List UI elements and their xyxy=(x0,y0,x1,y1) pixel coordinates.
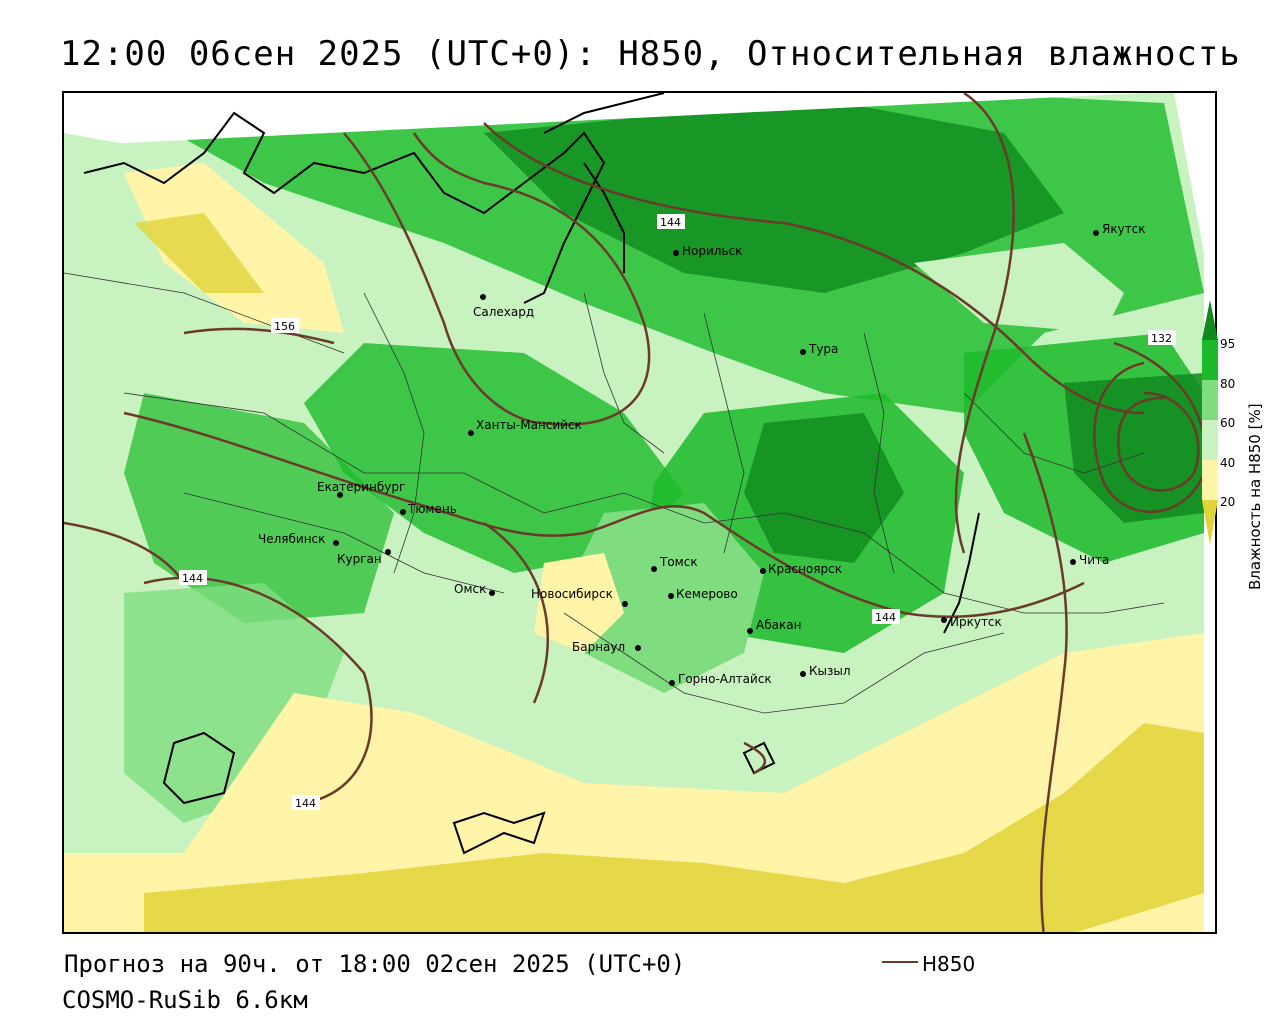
city-label: Барнаул xyxy=(572,640,625,654)
city-novosibirsk: Новосибирск xyxy=(531,587,628,607)
city-label: Кемерово xyxy=(676,587,738,601)
city-abakan: Абакан xyxy=(747,618,801,634)
city-gorno-altaysk: Горно-Алтайск xyxy=(669,672,772,686)
city-chita: Чита xyxy=(1070,553,1109,567)
city-khanty-mansiysk: Ханты-Мансийск xyxy=(468,418,582,436)
city-barnaul: Барнаул xyxy=(572,640,641,654)
city-label: Красноярск xyxy=(768,562,842,576)
contour-label-144-east: 144 xyxy=(872,609,900,624)
city-label: Кызыл xyxy=(809,664,851,678)
contour-label-text: 132 xyxy=(1151,332,1172,345)
city-tomsk: Томск xyxy=(651,555,698,572)
city-chelyabinsk: Челябинск xyxy=(258,532,339,546)
admin-borders xyxy=(64,272,1165,714)
city-label: Норильск xyxy=(682,244,742,258)
map-panel: 144 156 132 144 144 144 xyxy=(62,91,1217,934)
city-irkutsk: Иркутск xyxy=(941,615,1002,629)
contour-label-text: 144 xyxy=(875,611,896,624)
contour-label-text: 144 xyxy=(660,216,681,229)
contour-label-text: 156 xyxy=(274,320,295,333)
humidity-field xyxy=(64,93,1215,932)
contour-label-132: 132 xyxy=(1148,330,1176,345)
city-krasnoyarsk: Красноярск xyxy=(760,562,842,576)
model-name: COSMO-RuSib 6.6км xyxy=(62,986,308,1014)
city-kyzyl: Кызыл xyxy=(800,664,851,678)
contour-legend-line xyxy=(882,961,918,963)
contour-label-text: 144 xyxy=(182,572,203,585)
map-canvas: 144 156 132 144 144 144 xyxy=(64,93,1215,932)
city-label: Тура xyxy=(808,342,838,356)
contour-label-156: 156 xyxy=(271,318,299,333)
city-label: Челябинск xyxy=(258,532,325,546)
city-label: Горно-Алтайск xyxy=(678,672,772,686)
colorbar-tick: 60 xyxy=(1220,416,1236,430)
forecast-info: Прогноз на 90ч. от 18:00 02сен 2025 (UTC… xyxy=(64,950,686,978)
city-salekhard: Салехард xyxy=(473,294,534,319)
city-yakutsk: Якутск xyxy=(1093,222,1146,236)
city-label: Чита xyxy=(1079,553,1109,567)
city-norilsk: Норильск xyxy=(673,244,742,258)
contour-label-144-north: 144 xyxy=(657,214,685,229)
city-kurgan: Курган xyxy=(337,549,391,566)
contour-label-text: 144 xyxy=(295,797,316,810)
city-label: Екатеринбург xyxy=(317,480,405,494)
humidity-colorbar xyxy=(1202,300,1218,545)
h850-contours xyxy=(64,93,1207,932)
city-yekaterinburg: Екатеринбург xyxy=(317,480,405,498)
city-label: Ханты-Мансийск xyxy=(476,418,582,432)
city-label: Курган xyxy=(337,552,382,566)
contour-legend-label: H850 xyxy=(922,952,976,976)
city-label: Иркутск xyxy=(950,615,1002,629)
city-label: Якутск xyxy=(1102,222,1146,236)
city-label: Салехард xyxy=(473,305,534,319)
city-label: Абакан xyxy=(756,618,801,632)
coastlines xyxy=(83,93,980,855)
contour-label-144-west: 144 xyxy=(179,570,207,585)
colorbar-tick: 80 xyxy=(1220,377,1236,391)
city-label: Томск xyxy=(659,555,698,569)
city-label: Омск xyxy=(454,582,486,596)
contour-labels: 144 156 132 144 144 144 xyxy=(179,214,1176,810)
colorbar-title: Влажность на H850 [%] xyxy=(1246,403,1264,590)
city-kemerovo: Кемерово xyxy=(668,587,738,601)
colorbar-tick: 40 xyxy=(1220,456,1236,470)
map-title: 12:00 06сен 2025 (UTC+0): H850, Относите… xyxy=(60,34,1241,74)
colorbar-tick: 95 xyxy=(1220,337,1236,351)
city-omsk: Омск xyxy=(454,582,495,596)
city-label: Новосибирск xyxy=(531,587,613,601)
colorbar-tick: 20 xyxy=(1220,495,1236,509)
city-tura: Тура xyxy=(800,342,838,356)
city-tyumen: Тюмень xyxy=(400,502,457,516)
contour-label-144-south: 144 xyxy=(292,795,320,810)
city-label: Тюмень xyxy=(407,502,457,516)
city-markers: Якутск Норильск Салехард Тура Ханты-Манс… xyxy=(258,222,1146,686)
